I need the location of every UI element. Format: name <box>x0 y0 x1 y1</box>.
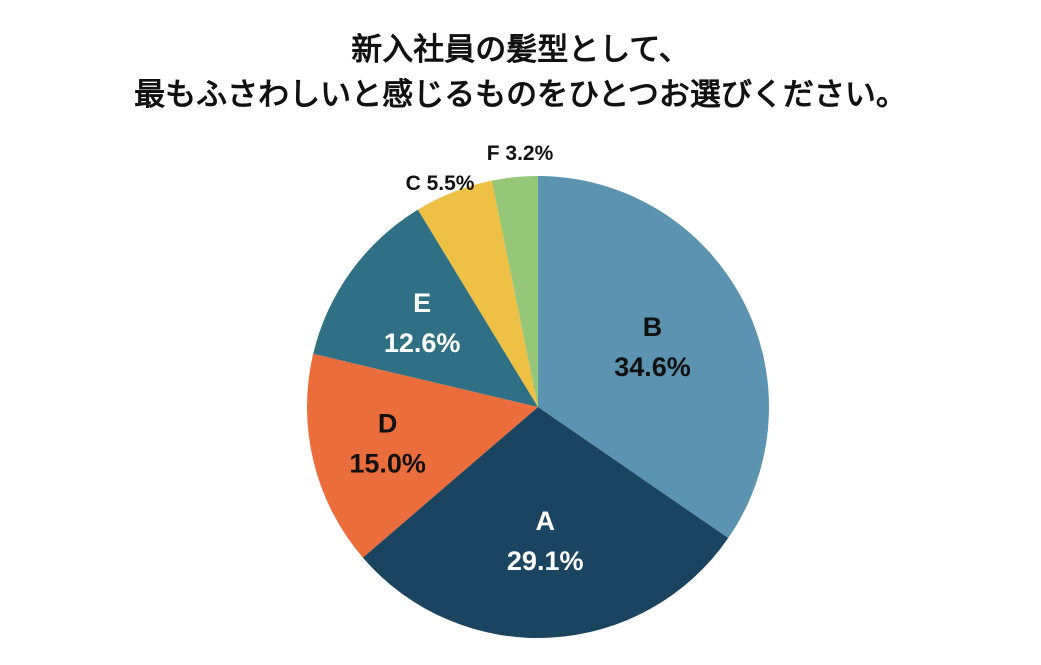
slice-value-label-b: 34.6% <box>614 352 691 382</box>
slice-value-label-d: 15.0% <box>349 449 426 479</box>
pie-slice-b <box>538 176 770 539</box>
slice-label-c: C 5.5% <box>406 172 475 195</box>
slice-value-label-e: 12.6% <box>384 328 461 358</box>
slice-name-label-d: D <box>378 409 398 439</box>
chart-title-line-2: 最もふさわしいと感じるものをひとつお選びください。 <box>134 77 907 113</box>
slice-label-f: F 3.2% <box>487 142 554 165</box>
slice-name-label-a: A <box>535 506 555 536</box>
pie-slice-a <box>362 407 729 638</box>
pie-slice-e <box>313 209 538 407</box>
chart-title: 新入社員の髪型として、 最もふさわしいと感じるものをひとつお選びください。 <box>0 28 1041 118</box>
chart-title-line-1: 新入社員の髪型として、 <box>351 32 690 68</box>
slice-name-label-b: B <box>643 312 663 342</box>
pie-slice-c <box>417 180 538 407</box>
slice-name-label-e: E <box>413 288 431 318</box>
pie-slice-f <box>491 176 538 407</box>
slice-value-label-a: 29.1% <box>507 546 584 576</box>
pie-slice-d <box>306 353 538 558</box>
